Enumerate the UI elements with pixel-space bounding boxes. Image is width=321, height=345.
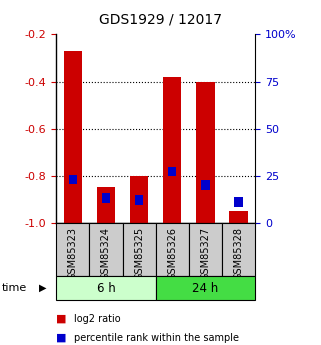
Bar <box>56 276 156 300</box>
Bar <box>168 167 177 176</box>
Text: GSM85328: GSM85328 <box>234 227 244 280</box>
Bar <box>156 223 189 276</box>
Text: 24 h: 24 h <box>192 282 219 295</box>
Text: time: time <box>2 283 27 293</box>
Bar <box>163 77 181 223</box>
Text: 6 h: 6 h <box>97 282 115 295</box>
Text: ■: ■ <box>56 314 67 324</box>
Bar <box>201 180 210 190</box>
Text: GDS1929 / 12017: GDS1929 / 12017 <box>99 12 222 26</box>
Text: GSM85327: GSM85327 <box>200 227 211 280</box>
Bar <box>130 176 148 223</box>
Bar <box>222 223 255 276</box>
Bar <box>135 195 143 205</box>
Text: percentile rank within the sample: percentile rank within the sample <box>74 333 239 343</box>
Text: GSM85326: GSM85326 <box>167 227 177 280</box>
Text: ▶: ▶ <box>39 283 46 293</box>
Text: GSM85325: GSM85325 <box>134 227 144 280</box>
Bar <box>89 223 123 276</box>
Bar <box>234 197 243 207</box>
Bar <box>102 194 110 203</box>
Text: GSM85324: GSM85324 <box>101 227 111 280</box>
Bar <box>69 175 77 184</box>
Text: ■: ■ <box>56 333 67 343</box>
Bar <box>196 81 214 223</box>
Text: GSM85323: GSM85323 <box>68 227 78 280</box>
Bar <box>189 223 222 276</box>
Bar <box>64 51 82 223</box>
Bar <box>156 276 255 300</box>
Text: log2 ratio: log2 ratio <box>74 314 120 324</box>
Bar <box>230 211 248 223</box>
Bar <box>123 223 156 276</box>
Bar <box>97 187 115 223</box>
Bar <box>56 223 89 276</box>
